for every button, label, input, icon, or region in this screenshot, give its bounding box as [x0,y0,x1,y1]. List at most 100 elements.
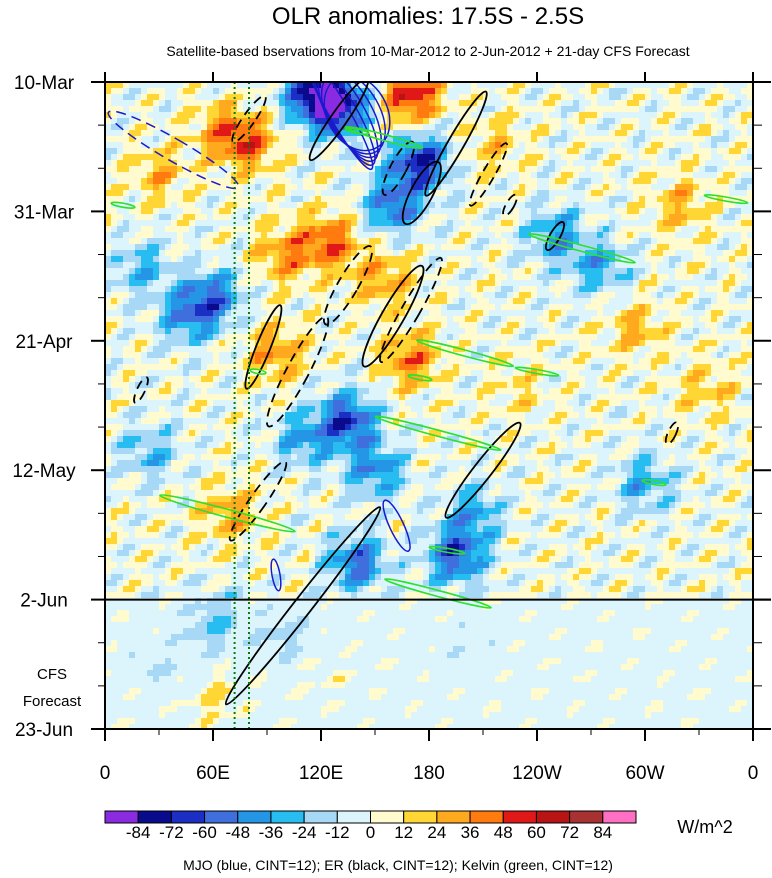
anomaly-cell [585,310,592,317]
anomaly-cell [339,202,346,209]
anomaly-cell [717,274,724,281]
anomaly-cell [147,202,154,209]
anomaly-cell [261,304,268,311]
anomaly-cell [645,178,652,185]
anomaly-cell [495,190,502,197]
anomaly-cell [627,346,634,353]
anomaly-cell [585,352,592,359]
anomaly-cell [297,178,304,185]
anomaly-cell [213,226,220,233]
anomaly-cell [435,250,442,257]
anomaly-cell [657,160,664,167]
anomaly-cell [435,226,442,233]
anomaly-cell [675,166,682,173]
anomaly-cell [453,226,460,233]
anomaly-cell [375,178,382,185]
anomaly-cell [627,184,634,191]
anomaly-cell [627,136,634,143]
anomaly-cell [423,226,430,233]
anomaly-cell [609,88,616,95]
anomaly-cell [339,352,346,359]
anomaly-cell [669,268,676,275]
anomaly-cell [537,328,544,335]
anomaly-cell [441,154,448,161]
anomaly-cell [591,136,598,143]
anomaly-cell [699,304,706,311]
anomaly-cell [645,226,652,233]
anomaly-cell [309,214,316,221]
anomaly-cell [207,166,214,173]
anomaly-cell [273,232,280,239]
anomaly-cell [615,274,622,281]
anomaly-cell [615,322,622,329]
anomaly-cell [735,292,742,299]
anomaly-cell [549,334,556,341]
anomaly-cell [267,148,274,155]
anomaly-cell [345,286,352,293]
anomaly-cell [639,340,646,347]
anomaly-cell [513,274,520,281]
anomaly-cell [537,316,544,323]
anomaly-cell [183,106,190,113]
anomaly-cell [597,154,604,161]
anomaly-cell [507,136,514,143]
anomaly-cell [561,88,568,95]
anomaly-cell [627,340,634,347]
anomaly-cell [615,148,622,155]
anomaly-cell [399,88,406,95]
anomaly-cell [657,298,664,305]
anomaly-cell [723,310,730,317]
anomaly-cell [453,112,460,119]
anomaly-cell [639,112,646,119]
anomaly-cell [453,100,460,107]
anomaly-cell [309,178,316,185]
anomaly-cell [723,346,730,353]
anomaly-cell [567,334,574,341]
anomaly-cell [669,286,676,293]
anomaly-cell [663,262,670,269]
anomaly-cell [129,172,136,179]
anomaly-cell [375,262,382,269]
anomaly-cell [291,268,298,275]
anomaly-cell [399,124,406,131]
anomaly-cell [597,142,604,149]
anomaly-cell [621,340,628,347]
anomaly-cell [321,352,328,359]
anomaly-cell [663,256,670,263]
anomaly-cell [597,130,604,137]
anomaly-cell [189,172,196,179]
anomaly-cell [267,244,274,251]
anomaly-cell [645,190,652,197]
anomaly-cell [135,136,142,143]
anomaly-cell [345,232,352,239]
anomaly-cell [369,286,376,293]
anomaly-cell [267,166,274,173]
anomaly-cell [297,316,304,323]
anomaly-cell [201,304,208,311]
anomaly-cell [543,346,550,353]
anomaly-cell [435,292,442,299]
anomaly-cell [555,136,562,143]
anomaly-cell [279,244,286,251]
anomaly-cell [663,292,670,299]
anomaly-cell [201,166,208,173]
anomaly-cell [441,226,448,233]
anomaly-cell [609,262,616,269]
anomaly-cell [309,94,316,101]
anomaly-cell [477,124,484,131]
anomaly-cell [183,262,190,269]
anomaly-cell [585,286,592,293]
anomaly-cell [507,298,514,305]
anomaly-cell [639,268,646,275]
anomaly-cell [495,208,502,215]
anomaly-cell [543,148,550,155]
anomaly-cell [441,112,448,119]
anomaly-cell [393,178,400,185]
anomaly-cell [177,232,184,239]
anomaly-cell [447,106,454,113]
anomaly-cell [495,328,502,335]
anomaly-cell [717,142,724,149]
anomaly-cell [693,268,700,275]
anomaly-cell [549,88,556,95]
anomaly-cell [543,298,550,305]
